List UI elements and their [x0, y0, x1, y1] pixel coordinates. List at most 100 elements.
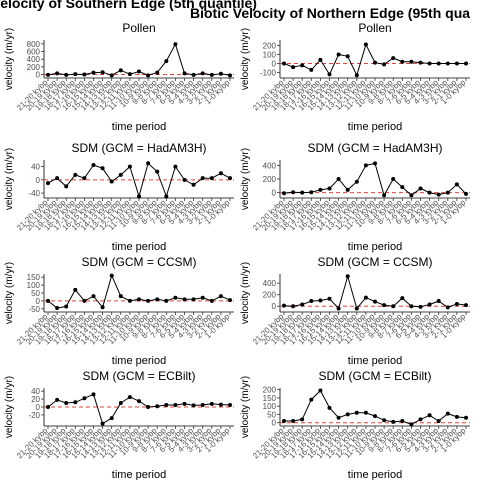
data-point: [291, 304, 296, 309]
data-point: [118, 172, 123, 177]
data-point: [164, 194, 169, 199]
data-point: [300, 190, 305, 195]
data-point: [100, 70, 105, 75]
data-point: [309, 67, 314, 72]
data-point: [82, 176, 87, 181]
data-point: [55, 176, 60, 181]
panel-title: SDM (GCM = ECBilt): [318, 369, 431, 383]
data-point: [391, 419, 396, 424]
data-point: [327, 405, 332, 410]
data-point: [109, 179, 114, 184]
data-point: [191, 297, 196, 302]
data-point: [454, 182, 459, 187]
data-point: [336, 306, 341, 311]
y-tick-label: 600: [27, 48, 41, 57]
y-tick-label: -40: [28, 189, 40, 198]
data-point: [127, 395, 132, 400]
y-axis-label: velocity (m/yr): [4, 148, 15, 210]
x-axis-label: time period: [348, 469, 402, 480]
data-point: [427, 413, 432, 418]
data-point: [191, 403, 196, 408]
data-point: [146, 298, 151, 303]
data-point: [173, 164, 178, 169]
data-point: [127, 298, 132, 303]
data-point: [91, 294, 96, 299]
data-point: [173, 403, 178, 408]
data-point: [409, 59, 414, 64]
series-line: [283, 274, 467, 310]
data-point: [218, 402, 223, 407]
data-point: [373, 60, 377, 65]
y-tick-label: 400: [27, 55, 41, 64]
data-point: [354, 73, 359, 78]
y-tick-label: 200: [27, 63, 41, 72]
y-tick-label: 100: [263, 50, 277, 59]
y-tick-label: -20: [28, 411, 40, 420]
data-point: [182, 177, 187, 182]
y-axis-label: velocity (m/yr): [240, 262, 251, 324]
data-point: [464, 415, 468, 420]
x-axis-label: time period: [348, 121, 402, 133]
data-point: [173, 42, 178, 47]
data-point: [454, 61, 459, 66]
data-point: [345, 412, 350, 417]
data-point: [100, 305, 105, 310]
y-tick-label: 200: [263, 291, 277, 300]
panel-title: SDM (GCM = ECBilt): [82, 369, 195, 383]
data-point: [64, 304, 69, 309]
data-point: [354, 410, 359, 415]
y-tick-label: 20: [31, 395, 40, 404]
data-point: [354, 179, 359, 184]
data-point: [336, 415, 341, 420]
data-point: [55, 306, 60, 311]
data-point: [200, 71, 205, 76]
data-point: [427, 190, 432, 195]
y-tick-label: 50: [267, 410, 276, 419]
data-point: [382, 303, 387, 308]
y-tick-label: 0: [36, 403, 41, 412]
panel-title: Pollen: [358, 21, 391, 35]
data-point: [164, 403, 169, 408]
y-axis-label: velocity (m/yr): [4, 262, 15, 324]
data-point: [182, 297, 187, 302]
y-tick-label: -50: [28, 305, 40, 314]
y-tick-label: 400: [263, 279, 277, 288]
data-point: [137, 297, 141, 302]
y-tick-label: 150: [27, 273, 41, 282]
data-point: [436, 61, 441, 66]
data-point: [300, 417, 305, 422]
y-tick-label: 40: [31, 163, 40, 172]
series-line: [47, 393, 231, 425]
data-point: [409, 304, 414, 309]
data-point: [137, 69, 141, 74]
y-tick-label: 0: [36, 71, 41, 80]
data-point: [228, 403, 232, 408]
data-point: [46, 298, 50, 303]
data-point: [146, 405, 151, 409]
data-point: [345, 187, 350, 192]
panel-title: SDM (GCM = HadAM3H): [307, 141, 442, 155]
data-point: [318, 187, 323, 192]
data-point: [200, 403, 205, 408]
data-point: [454, 301, 459, 306]
data-point: [391, 177, 396, 181]
data-point: [345, 54, 350, 59]
x-axis-label: time period: [112, 469, 166, 480]
data-point: [218, 294, 223, 299]
data-point: [418, 60, 423, 65]
data-point: [155, 297, 160, 302]
data-point: [418, 186, 423, 191]
data-point: [191, 72, 196, 77]
y-axis-label: velocity (m/yr): [240, 28, 251, 90]
data-point: [373, 414, 377, 419]
data-point: [155, 169, 160, 174]
data-point: [327, 72, 332, 77]
data-point: [164, 59, 169, 64]
data-point: [409, 193, 414, 198]
data-point: [91, 70, 96, 75]
